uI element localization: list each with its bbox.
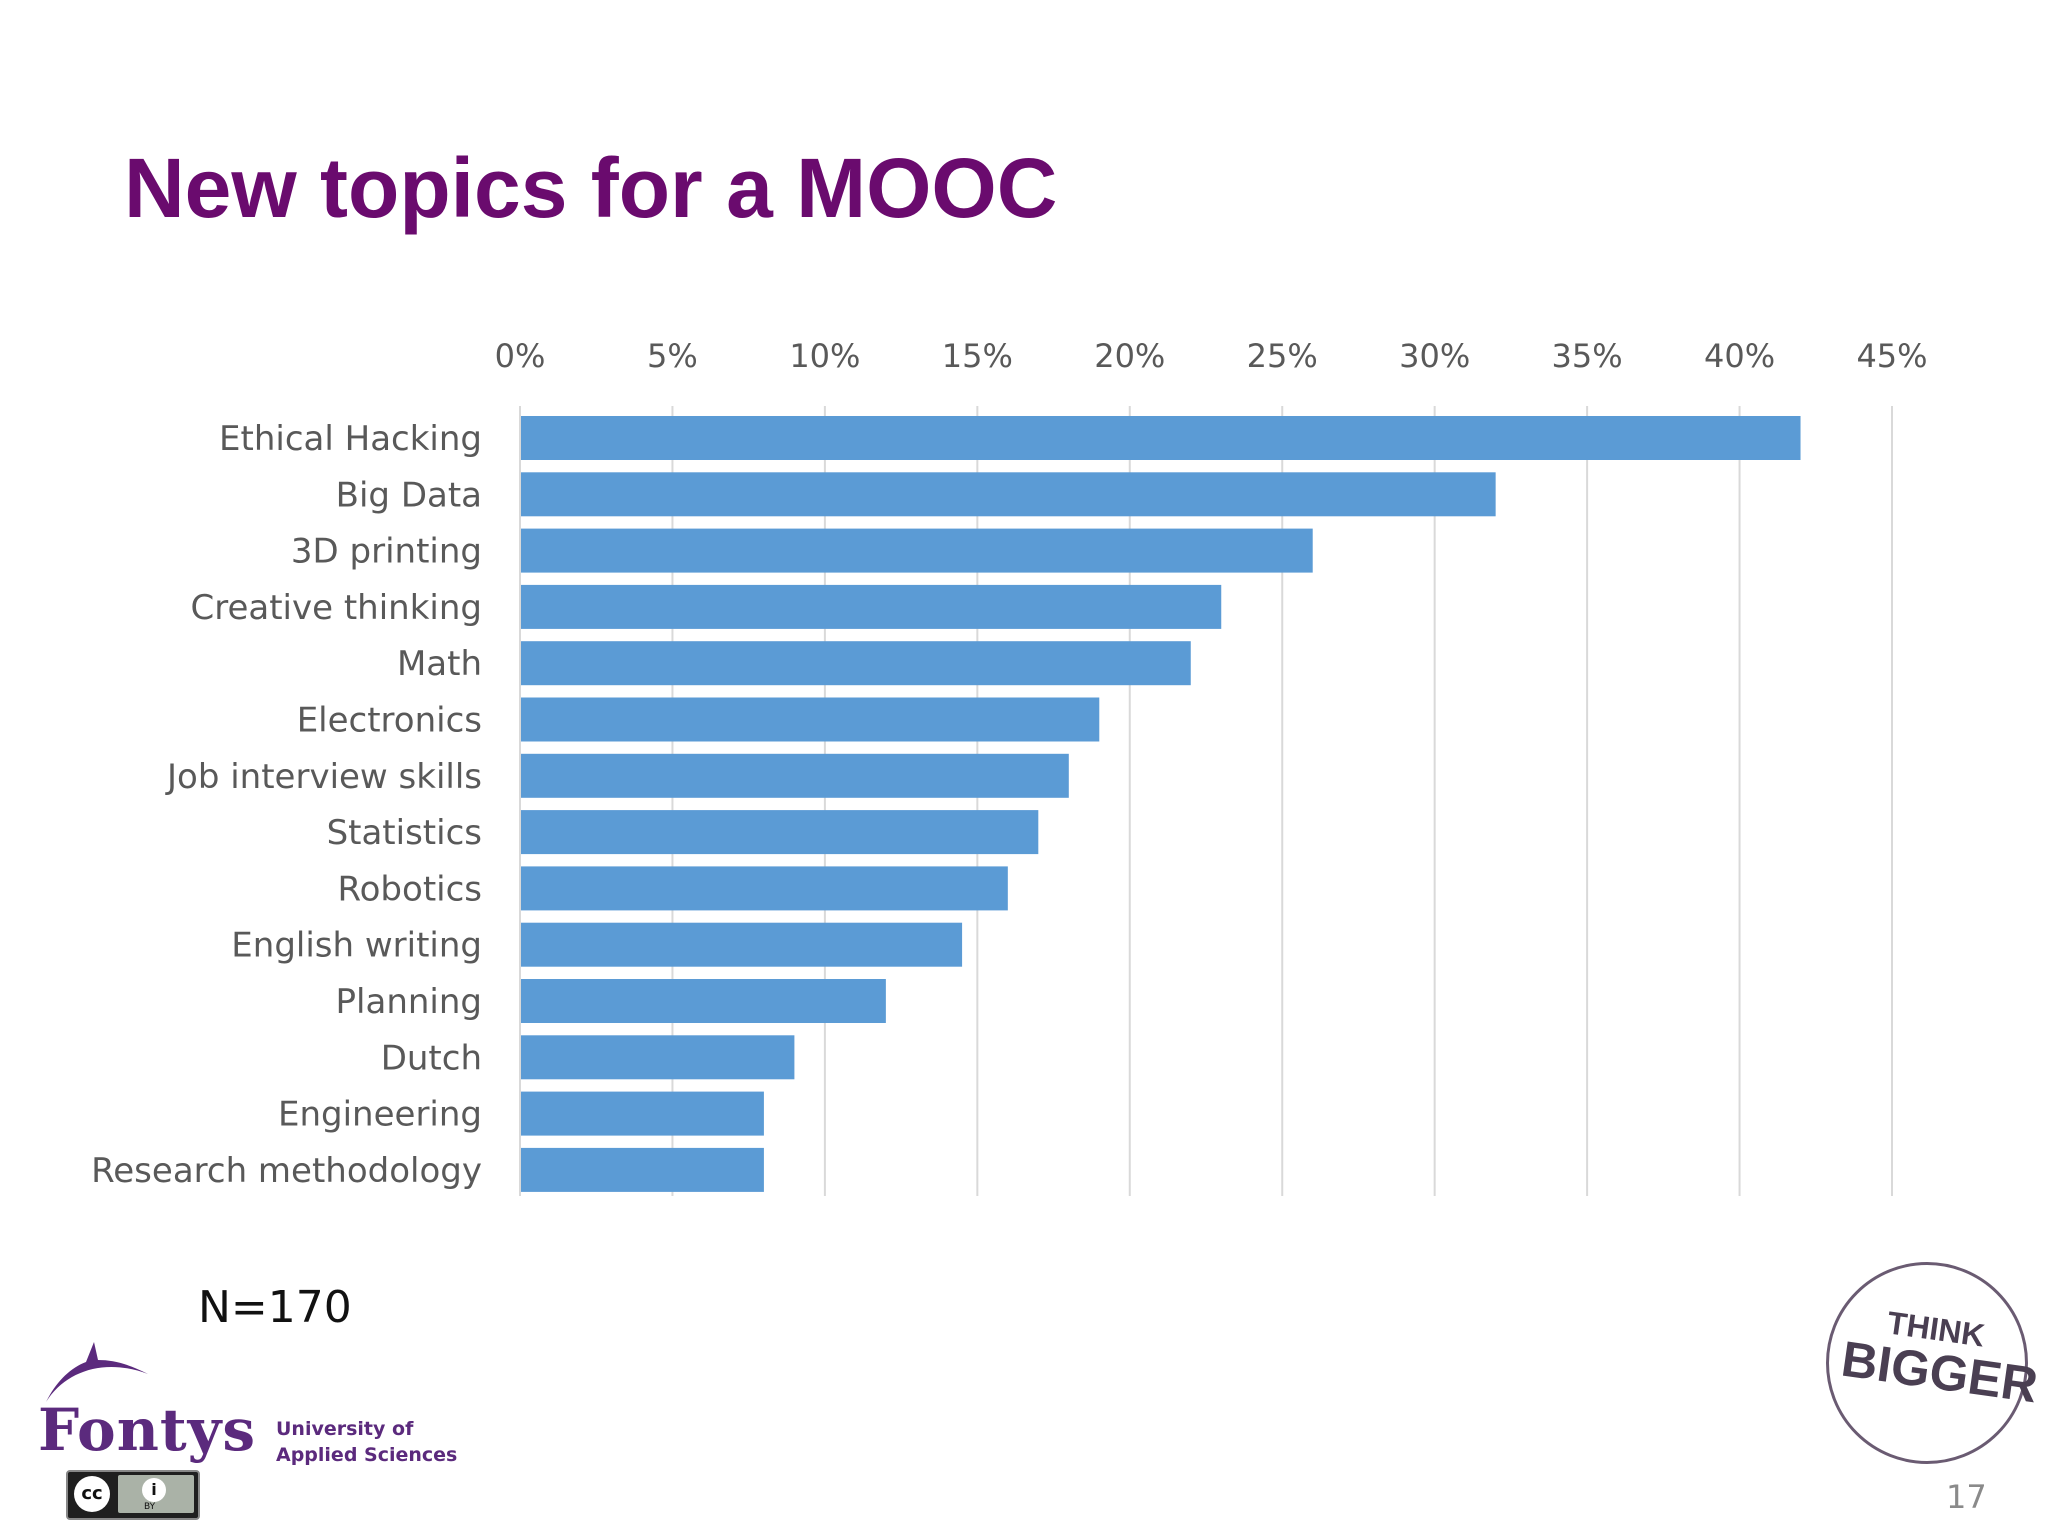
category-label: English writing xyxy=(231,926,482,966)
bar xyxy=(521,697,1100,742)
x-tick-label: 35% xyxy=(1552,337,1623,375)
sample-size-note: N=170 xyxy=(198,1282,352,1333)
by-box: i BY xyxy=(118,1475,194,1513)
attribution-icon: i xyxy=(142,1478,166,1502)
bars xyxy=(521,416,1801,1192)
category-label: Robotics xyxy=(338,869,482,909)
x-tick-label: 30% xyxy=(1399,337,1470,375)
category-label: Creative thinking xyxy=(191,588,483,628)
category-label: Engineering xyxy=(278,1095,482,1135)
bar xyxy=(521,922,963,967)
bar xyxy=(521,1091,764,1136)
x-axis-tick-labels: 0% 5% 10% 15% 20% 25% 30% 35% 40% 45% xyxy=(495,337,1928,375)
bar xyxy=(521,472,1496,517)
fontys-wordmark: Fontys xyxy=(38,1396,257,1464)
bar xyxy=(521,810,1039,855)
think-bigger-badge: THINK BIGGER xyxy=(1826,1262,2041,1464)
logo-subtitle-line2: Applied Sciences xyxy=(276,1444,458,1466)
category-label: Dutch xyxy=(381,1038,482,1078)
category-label: Job interview skills xyxy=(165,757,482,797)
bar xyxy=(521,753,1069,798)
bar xyxy=(521,641,1191,686)
category-label: Ethical Hacking xyxy=(219,419,482,459)
bar xyxy=(521,866,1008,911)
x-tick-label: 10% xyxy=(789,337,860,375)
x-tick-label: 45% xyxy=(1856,337,1927,375)
category-label: Planning xyxy=(336,982,482,1022)
x-tick-label: 15% xyxy=(942,337,1013,375)
bar xyxy=(521,528,1313,573)
cc-icon: cc xyxy=(74,1476,110,1512)
x-tick-label: 20% xyxy=(1094,337,1165,375)
bar xyxy=(521,979,886,1023)
license-by-text: BY xyxy=(144,1502,156,1512)
x-tick-label: 0% xyxy=(495,337,546,375)
category-label: Electronics xyxy=(297,701,482,741)
page-number: 17 xyxy=(1946,1478,1987,1516)
logo-subtitle-line1: University of xyxy=(276,1418,414,1440)
x-tick-label: 25% xyxy=(1247,337,1318,375)
category-label: Statistics xyxy=(327,813,482,853)
category-label: Big Data xyxy=(336,475,482,515)
category-labels: Ethical Hacking Big Data 3D printing Creati… xyxy=(91,419,482,1191)
bar xyxy=(521,1147,764,1192)
fontys-logo: Fontys University of Applied Sciences cc… xyxy=(30,1330,490,1520)
x-tick-label: 40% xyxy=(1704,337,1775,375)
category-label: Research methodology xyxy=(91,1151,482,1191)
cc-by-license-badge: cc i BY xyxy=(66,1470,200,1520)
bar xyxy=(521,584,1222,629)
slide-title: New topics for a MOOC xyxy=(124,141,1058,235)
bar xyxy=(521,416,1801,460)
category-label: 3D printing xyxy=(291,532,482,572)
bar xyxy=(521,1035,795,1080)
gridlines xyxy=(671,406,1893,1196)
x-tick-label: 5% xyxy=(647,337,698,375)
category-label: Math xyxy=(397,644,482,684)
badge-line2: BIGGER xyxy=(1838,1330,2042,1414)
